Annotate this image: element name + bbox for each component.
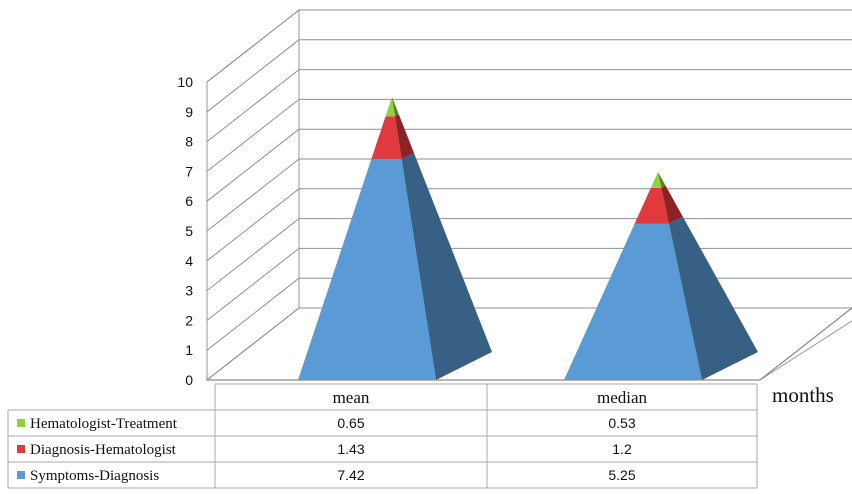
gridline-diagonal — [206, 158, 300, 232]
table-cell-value: 0.53 — [608, 415, 635, 431]
row-series-label: Diagnosis-Hematologist — [30, 442, 177, 458]
table-cell-value: 0.65 — [337, 415, 364, 431]
y-tick-label: 4 — [185, 253, 193, 269]
gridline-diagonal — [206, 248, 300, 321]
column-header-median: median — [597, 388, 648, 407]
table-cell-value: 1.43 — [337, 441, 364, 457]
y-tick-label: 7 — [185, 163, 193, 179]
y-tick-label: 8 — [185, 134, 193, 150]
y-tick-label: 2 — [185, 312, 193, 328]
pyramid-mean — [298, 96, 492, 380]
segment-side-face — [392, 96, 399, 117]
chart-walls — [205, 8, 852, 382]
table-cell-value: 1.2 — [612, 441, 632, 457]
gridline-diagonal — [206, 69, 300, 142]
gridline-diagonal — [206, 128, 300, 202]
row-series-label: Hematologist-Treatment — [30, 416, 178, 432]
row-series-label: Symptoms-Diagnosis — [30, 468, 159, 484]
gridline-diagonal — [206, 9, 300, 83]
segment-front-face — [650, 171, 662, 188]
segment-symptoms-diagnosis — [298, 152, 492, 380]
segment-hematologist-treatment — [385, 96, 399, 117]
segment-hematologist-treatment — [650, 171, 666, 188]
segment-front-face — [298, 158, 436, 380]
data-table: mean median Hematologist-Treatment 0.65 0.53… — [7, 383, 758, 489]
legend-swatch — [17, 419, 25, 427]
floor-right-edge — [759, 307, 852, 381]
y-axis-tick-labels: 0 1 2 3 4 5 6 7 8 9 10 — [177, 74, 193, 388]
y-tick-label: 10 — [177, 74, 193, 90]
y-tick-label: 9 — [185, 104, 193, 120]
y-tick-label: 3 — [185, 283, 193, 299]
table-cell-value: 5.25 — [608, 467, 635, 483]
segment-side-face — [658, 171, 666, 188]
y-tick-label: 6 — [185, 193, 193, 209]
segment-front-face — [385, 96, 396, 117]
segment-side-face — [661, 185, 683, 224]
segment-symptoms-diagnosis — [564, 216, 758, 380]
gridline-diagonal — [206, 307, 300, 381]
legend-swatch — [17, 471, 25, 479]
legend-swatch — [17, 445, 25, 453]
gridline-diagonal — [206, 277, 300, 351]
unit-label: months — [772, 383, 834, 407]
segment-front-face — [564, 223, 702, 380]
y-tick-label: 5 — [185, 223, 193, 239]
y-tick-label: 1 — [185, 342, 193, 358]
gridline-diagonal — [206, 218, 300, 291]
gridline-diagonal — [206, 39, 300, 113]
table-cell-value: 7.42 — [337, 467, 364, 483]
gridline-diagonal — [206, 99, 300, 172]
segment-side-face — [401, 152, 492, 380]
segment-side-face — [395, 114, 414, 159]
gridline-diagonal — [206, 188, 300, 262]
pyramids — [298, 96, 758, 380]
segment-diagnosis-hematologist — [371, 114, 414, 159]
y-tick-label: 0 — [185, 372, 193, 388]
segment-diagnosis-hematologist — [634, 185, 683, 224]
pyramid-median — [564, 171, 758, 380]
column-header-mean: mean — [333, 388, 370, 407]
segment-side-face — [668, 216, 758, 380]
segment-front-face — [634, 187, 669, 224]
segment-front-face — [371, 116, 402, 159]
